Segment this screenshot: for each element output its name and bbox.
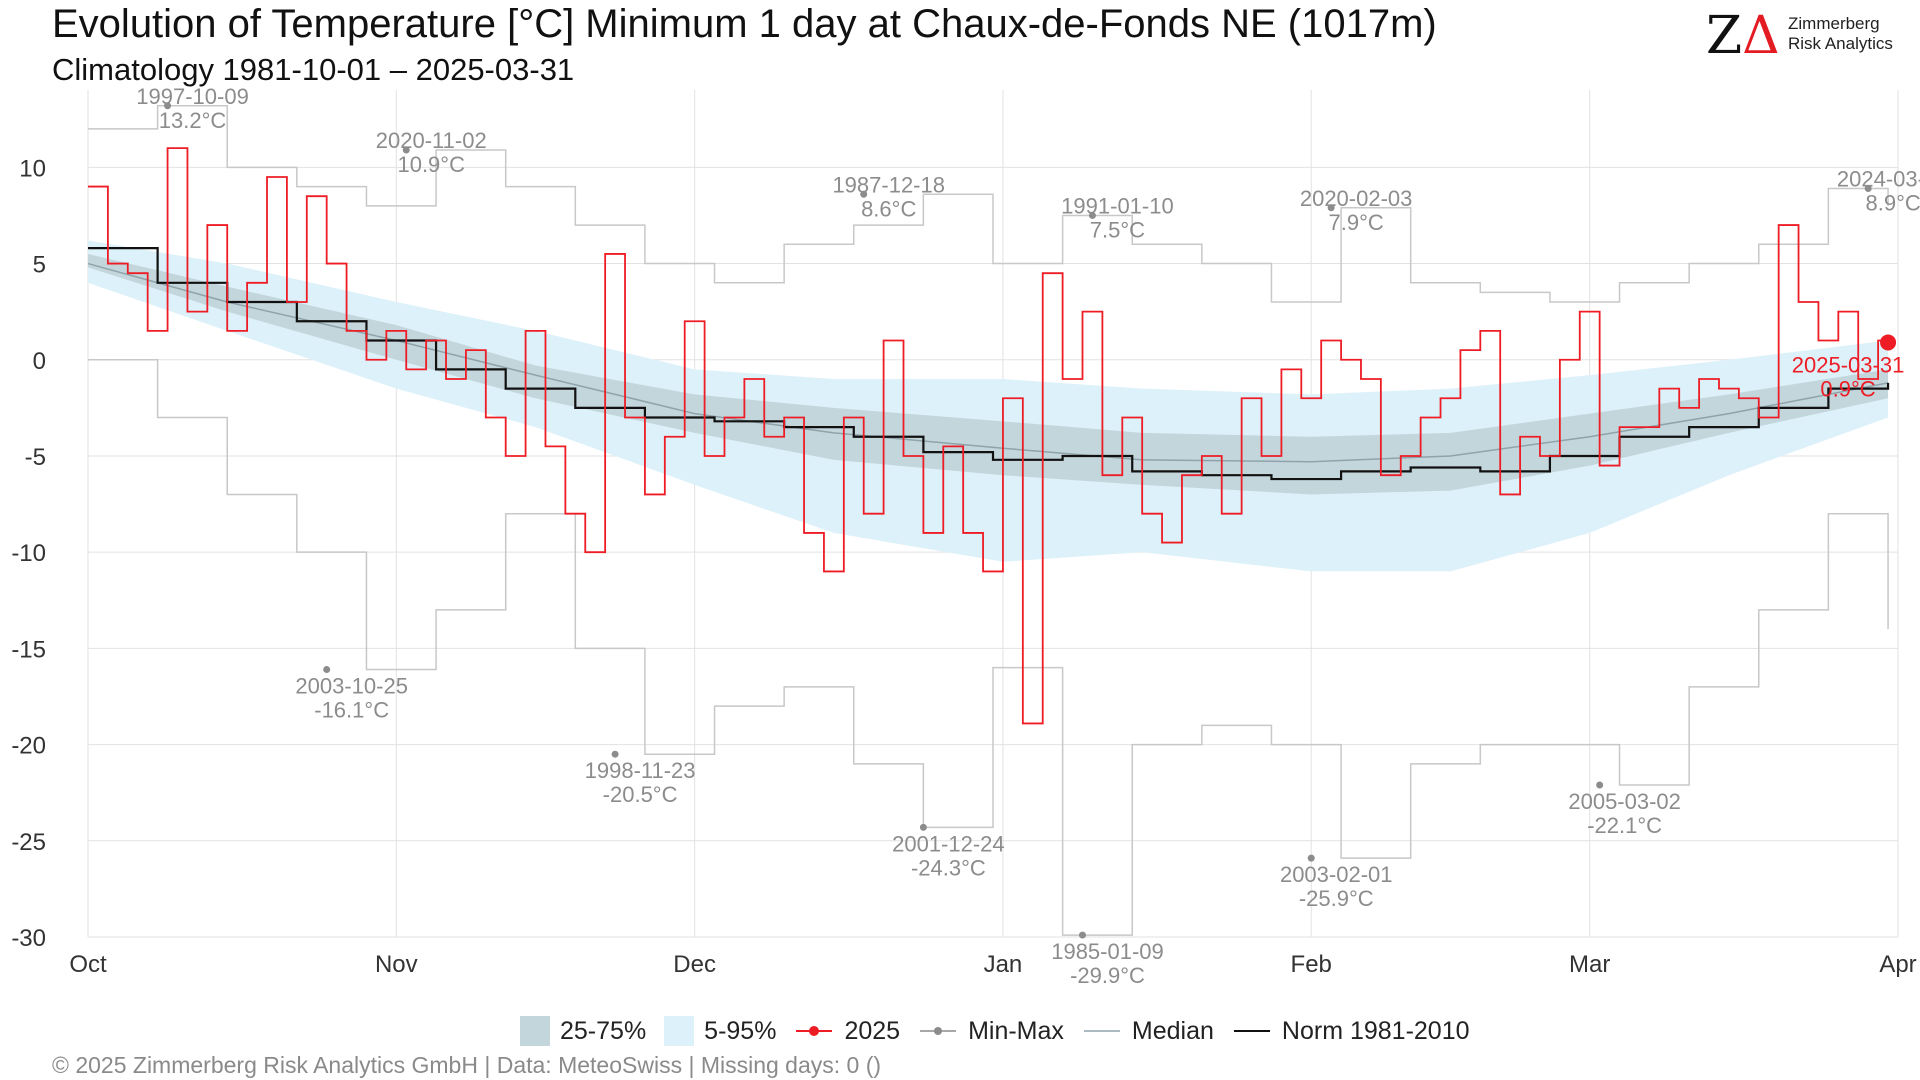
current-point — [1880, 334, 1897, 351]
record-date-label: 1998-11-23 — [585, 758, 696, 783]
record-value-label: -25.9°C — [1299, 886, 1374, 911]
y-tick-label: 0 — [33, 348, 46, 375]
record-point — [164, 102, 172, 110]
record-value-label: 13.2°C — [159, 108, 227, 133]
chart-legend: 25-75% 5-95% 2025 Min-Max Median Norm 19… — [520, 1014, 1470, 1048]
temperature-chart: 10 5 0 -5 -10 -15 -20 -25 -30 Oct Nov Dec Jan Feb Mar A… — [11, 84, 1920, 988]
x-tick-label: Jan — [984, 951, 1023, 978]
legend-item-norm: Norm 1981-2010 — [1232, 1017, 1470, 1046]
record-date-label: 2020-02-03 — [1300, 186, 1413, 211]
y-tick-label: 10 — [19, 155, 46, 182]
legend-symbol-minmax — [920, 1027, 957, 1035]
logo-text: Zimmerberg Risk Analytics — [1788, 14, 1893, 54]
record-point — [1327, 204, 1335, 212]
x-tick-label: Feb — [1291, 951, 1332, 978]
record-date-label: 2024-03-29 — [1837, 167, 1920, 192]
legend-label-2025: 2025 — [844, 1016, 901, 1045]
record-point — [860, 190, 868, 198]
record-date-label: 2003-10-25 — [295, 674, 408, 699]
x-tick-label: Mar — [1569, 951, 1610, 978]
y-tick-label: -10 — [11, 540, 46, 567]
y-tick-label: -5 — [25, 444, 46, 471]
x-tick-label: Dec — [673, 951, 716, 978]
max-series-line — [88, 105, 1889, 303]
record-point — [323, 666, 331, 674]
record-value-label: 8.6°C — [861, 196, 916, 221]
footer-credit: © 2025 Zimmerberg Risk Analytics GmbH | … — [52, 1052, 882, 1078]
current-value-label: 0.9°C — [1820, 376, 1875, 401]
legend-item-5-95: 5-95% — [664, 1016, 776, 1046]
min-series-line — [88, 359, 1889, 936]
y-tick-label: -15 — [11, 636, 46, 663]
band-5-95 — [88, 240, 1889, 572]
logo-line-1: Zimmerberg — [1788, 14, 1880, 33]
legend-symbol-2025 — [796, 1026, 833, 1036]
legend-label-25-75: 25-75% — [560, 1016, 647, 1045]
legend-label-median: Median — [1131, 1016, 1214, 1045]
legend-label-norm: Norm 1981-2010 — [1281, 1016, 1470, 1045]
logo-line-2: Risk Analytics — [1788, 34, 1893, 53]
record-date-label: 1997-10-09 — [136, 84, 249, 109]
y-tick-label: 5 — [33, 252, 46, 279]
record-value-label: -22.1°C — [1587, 813, 1662, 838]
record-value-label: 7.5°C — [1090, 217, 1145, 242]
record-date-label: 1987-12-18 — [832, 172, 945, 197]
legend-symbol-norm — [1233, 1030, 1270, 1032]
record-date-label: 2020-11-02 — [376, 128, 487, 153]
legend-item-median: Median — [1082, 1017, 1214, 1046]
record-date-label: 1991-01-10 — [1061, 193, 1174, 218]
legend-label-5-95: 5-95% — [704, 1016, 777, 1045]
record-point — [1307, 854, 1315, 862]
record-point — [1864, 185, 1872, 193]
company-logo: ZΔ Zimmerberg Risk Analytics — [1706, 8, 1906, 66]
record-value-label: -29.9°C — [1070, 963, 1145, 988]
y-tick-label: -20 — [11, 733, 46, 760]
chart-subtitle: Climatology 1981-10-01 – 2025-03-31 — [52, 52, 575, 87]
record-value-label: 8.9°C — [1866, 191, 1920, 216]
record-point — [1596, 781, 1604, 789]
logo-letter-z: Z — [1706, 6, 1743, 66]
record-value-label: 7.9°C — [1328, 210, 1383, 235]
record-value-label: -24.3°C — [911, 855, 986, 880]
record-value-label: -20.5°C — [603, 782, 678, 807]
record-value-label: 10.9°C — [397, 152, 465, 177]
record-point — [919, 823, 927, 831]
logo-mark: ZΔ — [1706, 8, 1780, 64]
x-tick-label: Nov — [375, 951, 418, 978]
x-tick-label: Oct — [69, 951, 107, 978]
record-date-label: 1985-01-09 — [1051, 939, 1164, 964]
record-point — [611, 750, 619, 758]
record-date-label: 2001-12-24 — [892, 831, 1005, 856]
x-tick-label: Apr — [1879, 951, 1916, 978]
y-tick-label: -25 — [11, 829, 46, 856]
legend-label-minmax: Min-Max — [968, 1016, 1064, 1045]
legend-swatch-5-95 — [664, 1016, 695, 1046]
record-point — [402, 146, 410, 154]
y-tick-label: -30 — [11, 925, 46, 952]
record-date-label: 2005-03-02 — [1568, 789, 1681, 814]
record-point — [1079, 931, 1087, 939]
chart-title: Evolution of Temperature [°C] Minimum 1 … — [52, 2, 1437, 46]
record-point — [1088, 211, 1096, 219]
legend-item-2025: 2025 — [794, 1017, 900, 1046]
record-value-label: -16.1°C — [314, 698, 389, 723]
current-series-line — [88, 147, 1889, 725]
legend-swatch-25-75 — [520, 1016, 550, 1046]
logo-letter-delta: Δ — [1742, 6, 1780, 66]
band-25-75 — [88, 253, 1889, 495]
legend-item-25-75: 25-75% — [520, 1016, 646, 1046]
current-date-label: 2025-03-31 — [1792, 352, 1905, 377]
legend-item-minmax: Min-Max — [918, 1017, 1064, 1046]
legend-symbol-median — [1083, 1030, 1120, 1032]
record-date-label: 2003-02-01 — [1280, 862, 1393, 887]
